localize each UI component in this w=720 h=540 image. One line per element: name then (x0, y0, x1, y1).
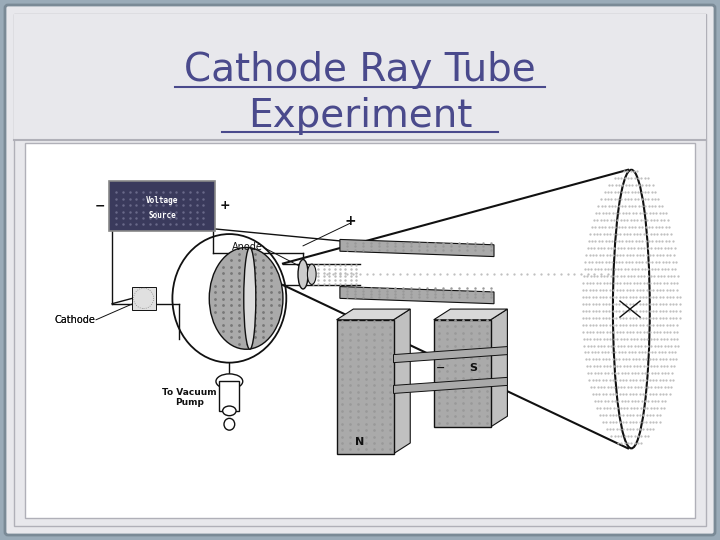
Polygon shape (490, 309, 508, 427)
Ellipse shape (307, 264, 316, 285)
Ellipse shape (216, 374, 243, 389)
Bar (336, 320, 394, 454)
Text: To Vacuum
Pump: To Vacuum Pump (162, 388, 217, 407)
Text: Cathode Ray Tube: Cathode Ray Tube (184, 51, 536, 89)
Text: Cathode: Cathode (55, 315, 95, 325)
Ellipse shape (222, 406, 236, 416)
Bar (25, 143, 695, 518)
Text: +: + (220, 199, 230, 212)
Text: N: N (355, 437, 364, 447)
Text: Source: Source (148, 211, 176, 220)
Text: S: S (469, 363, 477, 373)
Polygon shape (340, 239, 494, 256)
Polygon shape (394, 309, 410, 454)
Bar (220, 381, 239, 411)
FancyBboxPatch shape (5, 5, 715, 535)
Text: Experiment: Experiment (248, 97, 472, 135)
Polygon shape (394, 347, 508, 363)
Text: Anode: Anode (232, 242, 263, 253)
Text: Cathode: Cathode (55, 315, 95, 325)
Text: −: − (95, 199, 105, 212)
Ellipse shape (298, 260, 308, 289)
Ellipse shape (224, 418, 235, 430)
Bar (14, 14, 706, 140)
Polygon shape (394, 377, 508, 394)
Ellipse shape (210, 247, 283, 349)
Text: −: − (436, 363, 445, 373)
Bar (132, 287, 156, 310)
Polygon shape (433, 309, 508, 320)
Polygon shape (340, 287, 494, 303)
Bar (433, 320, 490, 427)
Polygon shape (336, 309, 410, 320)
FancyBboxPatch shape (109, 181, 215, 231)
Ellipse shape (613, 170, 649, 448)
Ellipse shape (244, 247, 256, 349)
Text: Voltage: Voltage (146, 196, 179, 205)
Ellipse shape (172, 234, 287, 363)
Text: +: + (344, 214, 356, 228)
